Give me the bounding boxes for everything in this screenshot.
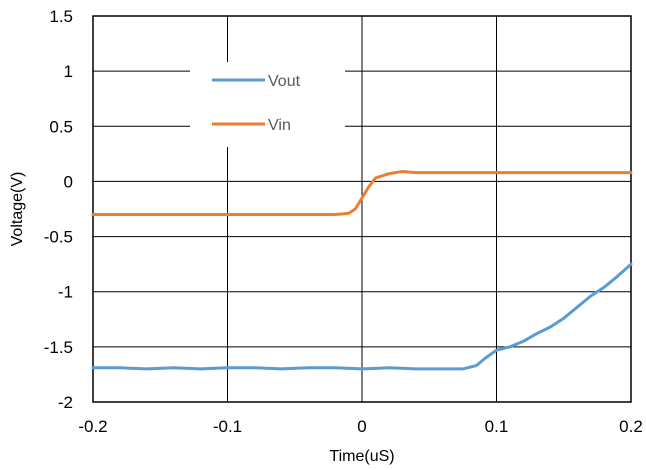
y-tick-label: 1.5 [49, 7, 73, 26]
x-tick-label: 0.1 [485, 417, 509, 436]
series-line-vin [91, 170, 633, 216]
gridlines [92, 15, 632, 403]
x-axis-title: Time(uS) [329, 448, 394, 465]
x-tick-label: 0 [357, 417, 366, 436]
series-lines [91, 170, 633, 371]
x-tick-label: -0.2 [78, 417, 107, 436]
y-tick-label: 0.5 [49, 117, 73, 136]
y-tick-label: -1.5 [44, 338, 73, 357]
y-axis-title: Voltage(V) [9, 172, 26, 247]
legend-label-vout: Vout [268, 73, 301, 90]
legend-label-vin: Vin [268, 117, 291, 134]
y-tick-label: 0 [64, 172, 73, 191]
y-tick-label: -0.5 [44, 228, 73, 247]
y-axis-tick-labels: 1.5 1 0.5 0 -0.5 -1 -1.5 -2 [44, 7, 73, 412]
legend-background [190, 62, 345, 147]
x-tick-label: -0.1 [213, 417, 242, 436]
plot-area-border [92, 15, 632, 403]
y-tick-label: 1 [64, 62, 73, 81]
series-line-vout [91, 262, 633, 371]
x-tick-label: 0.2 [619, 417, 643, 436]
y-tick-label: -2 [58, 393, 73, 412]
legend: Vout Vin [190, 62, 345, 147]
x-axis-tick-labels: -0.2 -0.1 0 0.1 0.2 [78, 417, 642, 436]
y-tick-label: -1 [58, 283, 73, 302]
